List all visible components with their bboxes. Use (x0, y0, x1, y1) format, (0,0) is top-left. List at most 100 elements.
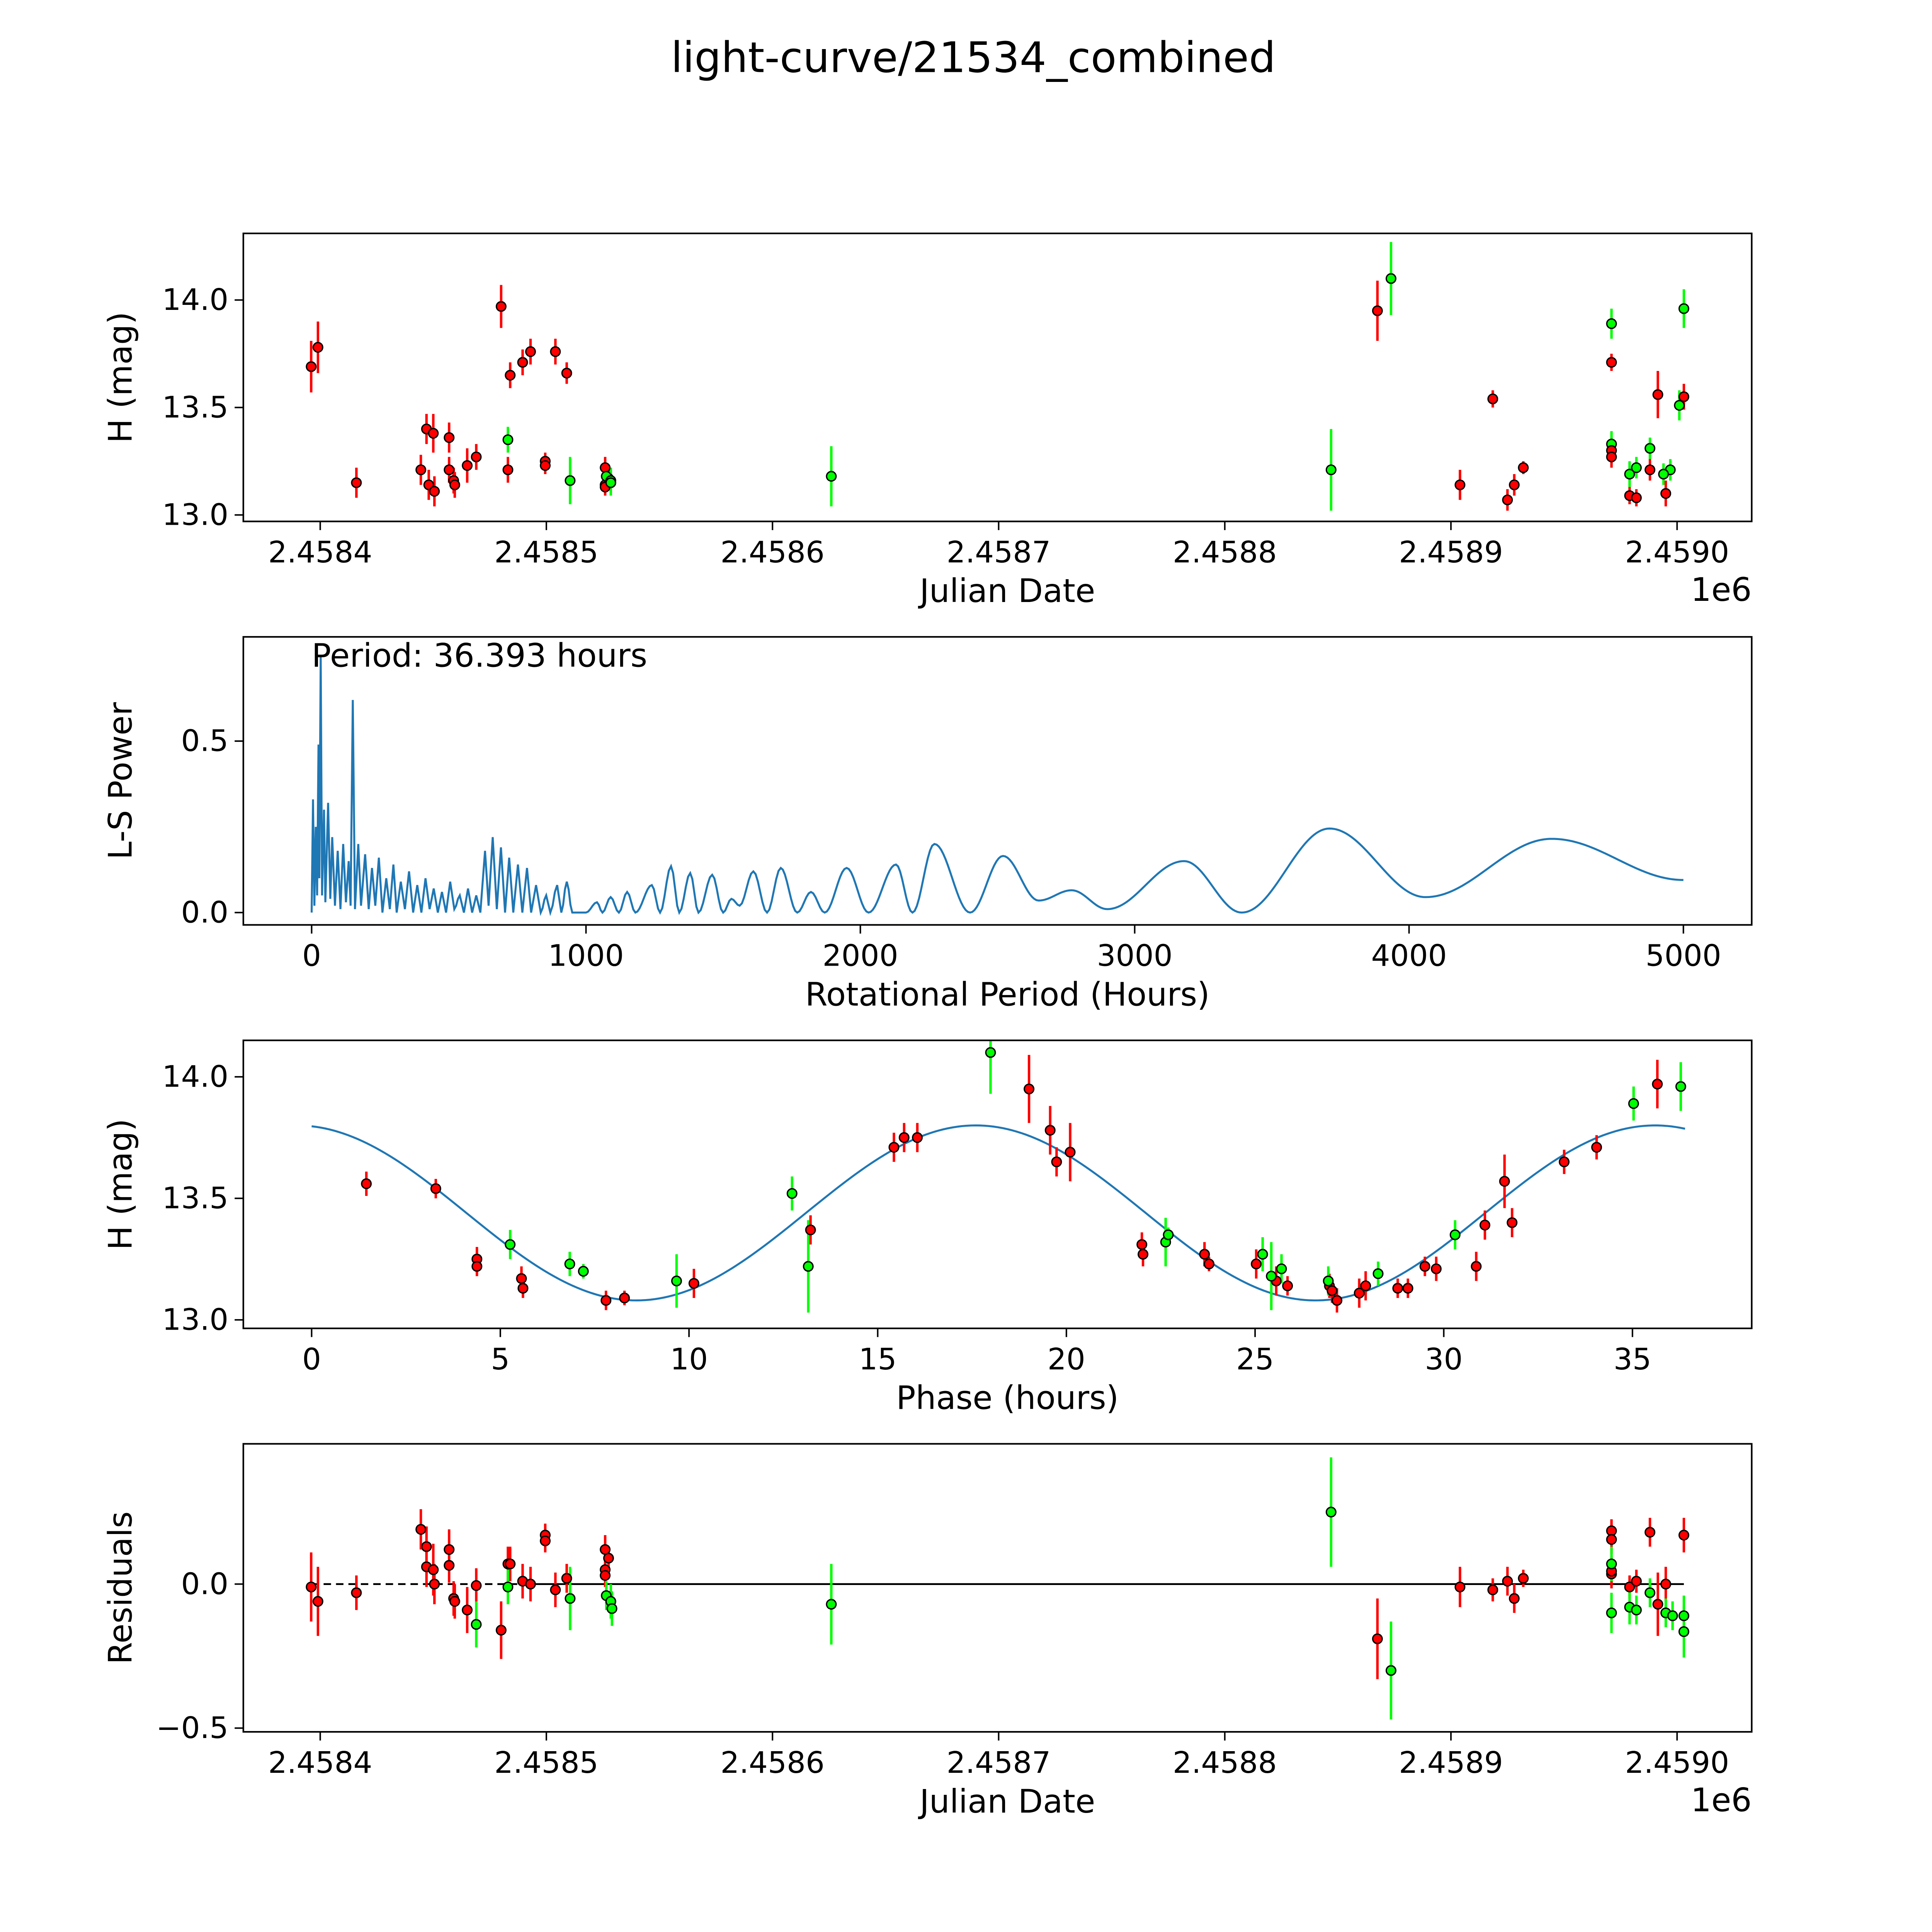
data-point (516, 1273, 527, 1284)
plot-area (306, 242, 1689, 511)
data-point (1385, 273, 1396, 284)
data-point (505, 1239, 516, 1250)
data-point (505, 370, 516, 381)
data-point (1645, 1587, 1656, 1598)
data-point (1606, 1607, 1617, 1619)
data-point (462, 460, 473, 471)
data-point (1454, 1582, 1466, 1593)
data-point (1591, 1142, 1602, 1153)
x-axis-label: Rotational Period (Hours) (805, 975, 1210, 1013)
data-point (1051, 1156, 1062, 1167)
data-point (444, 1560, 455, 1571)
subplot-phased: 0 5 10 15 20 25 30 35 13.0 13.5 14.0 Phase (hours) H… (102, 1039, 1753, 1417)
data-point (1509, 1593, 1520, 1604)
data-point (1138, 1248, 1149, 1260)
data-point (444, 1544, 455, 1555)
data-point (1360, 1280, 1371, 1291)
data-point (502, 1582, 514, 1593)
data-point (606, 1603, 617, 1614)
data-point (312, 342, 323, 353)
subplot-lightcurve: 2.4584 2.4585 2.4586 2.4587 2.4588 2.4589 2.45… (102, 232, 1753, 610)
data-point (805, 1225, 816, 1236)
x-tick-label: 4000 (1371, 939, 1447, 973)
data-point (1624, 469, 1635, 480)
data-point (471, 1619, 482, 1630)
y-tick-label: 13.5 (162, 390, 229, 425)
data-point (1658, 469, 1669, 480)
data-point (471, 1580, 482, 1591)
data-point (1372, 1268, 1384, 1279)
data-point (1660, 488, 1671, 499)
data-point (540, 460, 551, 471)
x-axis-label: Julian Date (918, 572, 1095, 610)
data-point (351, 477, 362, 488)
x-axis-label: Julian Date (918, 1782, 1095, 1820)
data-point (1502, 494, 1513, 505)
data-point (1487, 393, 1498, 405)
data-point (502, 464, 514, 475)
data-point (1499, 1176, 1510, 1187)
periodogram-line (310, 655, 1684, 917)
data-point (1667, 1610, 1678, 1621)
x-axis-label: Phase (hours) (896, 1379, 1119, 1417)
subplot-residuals: 2.4584 2.4585 2.4586 2.4587 2.4588 2.4589 2.45… (102, 1443, 1753, 1820)
data-point (550, 1584, 561, 1595)
data-point (1402, 1283, 1413, 1294)
data-point (351, 1587, 362, 1598)
data-point (1487, 1584, 1498, 1595)
x-tick-label: 2.4589 (1399, 535, 1503, 570)
data-point (502, 434, 514, 446)
x-tick-label: 2.4589 (1399, 1745, 1503, 1780)
data-point (1675, 1081, 1686, 1092)
data-point (619, 1293, 630, 1304)
data-point (803, 1261, 814, 1272)
y-tick-label: 14.0 (162, 282, 229, 317)
data-point (565, 475, 576, 486)
data-point (1645, 464, 1656, 475)
data-point (1372, 1633, 1383, 1645)
data-point (1678, 303, 1689, 314)
subplot-periodogram: 0 1000 2000 3000 4000 5000 0.0 0.5 Rotational Pe… (102, 636, 1753, 1013)
data-point (1502, 1576, 1513, 1587)
data-point (600, 1570, 611, 1581)
data-point (1631, 1576, 1642, 1587)
axes-frame (242, 636, 1753, 926)
data-point (1678, 1529, 1689, 1541)
data-point (1332, 1295, 1343, 1306)
data-point (361, 1178, 372, 1189)
y-tick-label: 0.0 (181, 895, 229, 930)
data-point (1631, 492, 1642, 503)
x-tick-label: 2.4588 (1173, 1745, 1277, 1780)
data-point (1454, 479, 1466, 490)
data-point (430, 1183, 441, 1194)
data-point (1606, 1534, 1617, 1545)
data-point (1624, 1582, 1635, 1593)
y-tick-label: 13.0 (162, 497, 229, 532)
data-point (1606, 1558, 1617, 1570)
data-point (1372, 305, 1383, 316)
data-point (578, 1266, 589, 1277)
y-axis-label: H (mag) (102, 1119, 139, 1250)
data-point (603, 1553, 614, 1564)
data-point (415, 1524, 427, 1535)
data-point (1325, 1507, 1337, 1518)
x-tick-label: 0 (302, 939, 321, 973)
data-point (1606, 318, 1617, 329)
x-tick-label: 2.4587 (947, 535, 1051, 570)
data-point (517, 1283, 529, 1294)
data-point (888, 1142, 900, 1153)
data-point (1392, 1283, 1403, 1294)
data-point (1628, 1098, 1639, 1109)
data-point (985, 1047, 996, 1058)
data-point (444, 432, 455, 443)
data-point (429, 1578, 440, 1590)
x-tick-label: 30 (1425, 1342, 1463, 1377)
data-point (1449, 1229, 1461, 1240)
data-point (540, 1535, 551, 1546)
x-tick-label: 2.4588 (1173, 535, 1277, 570)
data-point (517, 357, 528, 368)
data-point (1678, 1626, 1689, 1637)
plot-area (311, 1040, 1686, 1313)
x-offset-label: 1e6 (1691, 1781, 1752, 1819)
